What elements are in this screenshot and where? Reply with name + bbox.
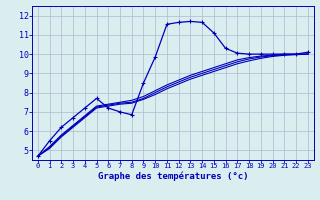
X-axis label: Graphe des températures (°c): Graphe des températures (°c) (98, 172, 248, 181)
